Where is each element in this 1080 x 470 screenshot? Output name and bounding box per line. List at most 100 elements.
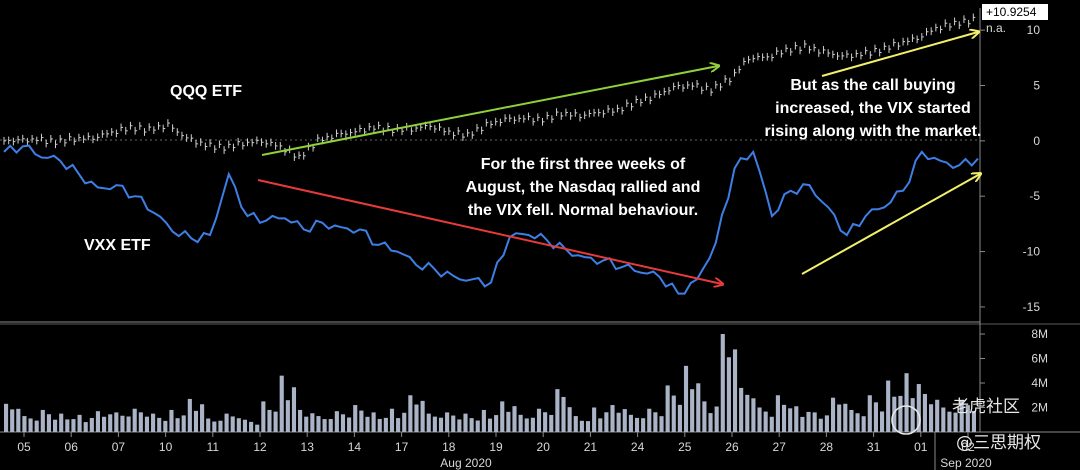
volume-bar <box>928 404 934 432</box>
na-label: n.a. <box>986 21 1006 35</box>
volume-bar <box>359 410 364 432</box>
volume-bar <box>585 421 591 432</box>
volume-bar <box>720 334 725 432</box>
volume-tick-label: 2M <box>1031 401 1048 415</box>
volume-bar <box>702 401 707 432</box>
yellow-qqq-arrow <box>821 32 978 77</box>
wechat-icon <box>891 405 921 435</box>
volume-tick-label: 8M <box>1031 327 1048 341</box>
volume-bar <box>506 411 511 432</box>
volume-bar <box>40 409 45 432</box>
volume-bar <box>549 414 554 432</box>
x-tick-label: 20 <box>537 440 551 454</box>
volume-bar <box>285 400 290 432</box>
volume-bar <box>953 412 958 432</box>
volume-bar <box>169 409 174 432</box>
volume-bar <box>304 416 309 432</box>
volume-bar <box>830 397 836 432</box>
volume-bar <box>408 395 413 432</box>
volume-bar <box>426 413 431 432</box>
volume-bar <box>512 406 517 432</box>
volume-bar <box>573 416 578 432</box>
x-tick-label: 18 <box>442 440 456 454</box>
volume-bar <box>616 412 621 432</box>
volume-bar <box>751 398 756 432</box>
y-tick-label: 10 <box>1027 23 1041 37</box>
annotation-september: But as the call buying increased, the VI… <box>765 77 982 140</box>
volume-bar <box>347 417 352 432</box>
volume-bar <box>494 415 499 432</box>
x-tick-label: 06 <box>65 440 79 454</box>
volume-bar <box>971 410 976 432</box>
x-tick-label: 02 <box>961 440 975 454</box>
volume-bar <box>769 416 774 432</box>
volume-bar <box>659 416 664 432</box>
volume-bar <box>690 389 695 432</box>
volume-bar <box>138 412 143 432</box>
volume-bar <box>163 420 168 432</box>
volume-bar <box>757 407 762 432</box>
volume-bar <box>212 421 217 432</box>
yellow-vxx-arrow <box>801 174 980 275</box>
volume-bar <box>647 408 652 432</box>
annotation-august: For the first three weeks of August, the… <box>466 156 701 219</box>
volume-bar <box>365 416 370 432</box>
volume-bar <box>322 419 327 432</box>
volume-bar <box>53 419 58 432</box>
volume-bar <box>432 416 437 432</box>
volume-bar <box>481 409 486 432</box>
annotation-august-line-3: the VIX fell. Normal behaviour. <box>468 202 698 219</box>
volume-bar <box>708 413 713 432</box>
volume-tick-label: 4M <box>1031 376 1048 390</box>
volume-y-axis: 8M 6M 4M 2M <box>980 327 1048 415</box>
volume-bar <box>230 416 235 432</box>
annotation-september-line-1: But as the call buying <box>790 77 955 94</box>
volume-bar <box>95 411 101 432</box>
volume-bar <box>334 411 339 432</box>
volume-bar <box>604 412 609 432</box>
volume-bar <box>16 408 21 432</box>
volume-bar <box>922 394 927 432</box>
volume-bar <box>867 395 872 432</box>
volume-bar <box>536 408 542 432</box>
volume-bar <box>837 404 842 432</box>
volume-bar <box>665 385 670 432</box>
volume-bar <box>255 424 260 432</box>
volume-bar <box>157 417 162 432</box>
volume-bar <box>10 409 15 432</box>
annotation-august-line-1: For the first three weeks of <box>481 156 686 173</box>
volume-bar <box>273 411 278 432</box>
volume-bar <box>898 395 903 432</box>
x-tick-label: 28 <box>820 440 834 454</box>
qqq-series <box>3 13 976 161</box>
volume-bar <box>873 402 878 432</box>
volume-bar <box>812 412 817 432</box>
volume-bar <box>745 394 750 432</box>
volume-bar <box>291 387 297 432</box>
x-tick-label: 12 <box>253 440 267 454</box>
volume-bar <box>151 413 156 432</box>
volume-bar <box>206 418 211 432</box>
x-tick-label: 11 <box>207 440 220 454</box>
volume-bar <box>383 417 388 432</box>
volume-bar <box>696 383 701 432</box>
volume-bar <box>916 384 921 432</box>
volume-bar <box>763 411 768 432</box>
volume-bar <box>181 415 186 432</box>
y-tick-label: -5 <box>1029 189 1040 203</box>
volume-bar <box>579 420 584 432</box>
volume-bar <box>959 400 964 432</box>
volume-bar <box>120 415 125 432</box>
volume-bar <box>353 405 358 432</box>
volume-bar <box>775 395 780 432</box>
volume-bar <box>242 419 248 432</box>
volume-bar <box>732 349 738 432</box>
volume-bar <box>389 408 395 432</box>
volume-bar <box>402 412 407 432</box>
volume-bar <box>794 406 799 432</box>
volume-bar <box>475 420 480 432</box>
x-axis: 05 06 07 10 11 12 13 14 17 18 19 20 21 24 25 26 27 28 31 01… <box>17 432 992 470</box>
x-tick-label: 10 <box>159 440 173 454</box>
volume-bar <box>800 416 805 432</box>
